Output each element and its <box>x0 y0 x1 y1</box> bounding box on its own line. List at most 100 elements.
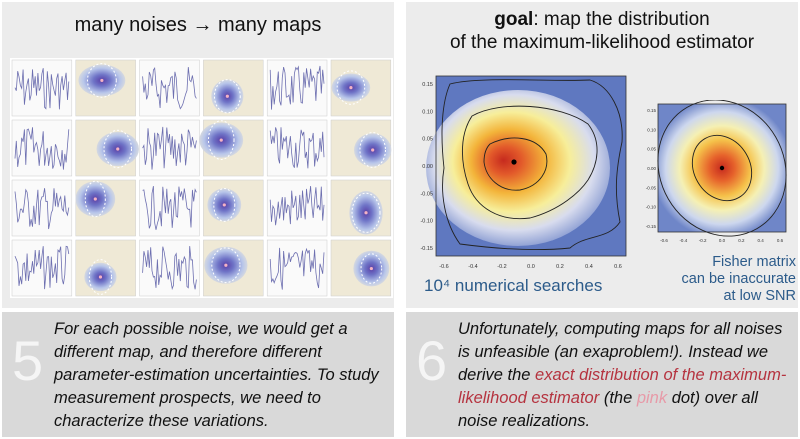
noise-trace <box>269 65 325 110</box>
caption-right-part2: (the <box>599 389 637 407</box>
title-line2: of the maximum-likelihood estimator <box>449 32 755 53</box>
best-fit-dot <box>511 159 517 165</box>
likelihood-map-dot <box>225 94 229 98</box>
likelihood-map-contour <box>213 79 241 114</box>
likelihood-map-dot <box>364 211 368 215</box>
likelihood-map-dot <box>93 197 97 201</box>
caption-right-part3: dot) over all noise realizations. <box>458 389 758 430</box>
noise-trace <box>14 127 70 170</box>
noise-trace <box>142 66 197 110</box>
noise-trace-frame <box>266 239 328 297</box>
noise-trace-frame <box>139 119 200 177</box>
likelihood-map-dot <box>371 148 375 152</box>
caption-left-text: For each possible noise, we would get a … <box>54 320 379 430</box>
noise-trace <box>14 68 70 110</box>
caption-right-text: Unfortunately, computing maps for all no… <box>458 318 796 433</box>
caption-right: 6 Unfortunately, computing maps for all … <box>406 312 798 437</box>
axis-tick-label: -0.15 <box>646 224 657 229</box>
likelihood-map-dot <box>222 203 226 207</box>
axis-tick-label: -0.05 <box>420 191 433 197</box>
likelihood-map-dot <box>369 266 373 271</box>
likelihood-map-dot <box>349 86 353 90</box>
small-outer-contour <box>657 100 787 237</box>
axis-tick-label: -0.4 <box>468 264 477 270</box>
noise-trace-frame <box>11 179 73 237</box>
outer-contour <box>441 79 623 251</box>
noise-trace <box>142 126 197 170</box>
axis-tick-label: 0.15 <box>647 108 656 113</box>
axis-tick-label: -0.2 <box>497 264 506 270</box>
noise-trace-frame <box>139 59 200 117</box>
left-panel: many noises → many maps <box>2 2 394 308</box>
middle-contour <box>461 105 598 220</box>
caption-left-number: 5 <box>12 329 44 392</box>
axis-tick-label: -0.6 <box>439 264 448 270</box>
noise-map-grid <box>10 58 393 298</box>
noise-trace <box>14 245 70 290</box>
axis-tick-label: 0.05 <box>647 147 656 152</box>
likelihood-map-dot <box>224 263 228 267</box>
noise-trace <box>269 185 325 226</box>
fisher-matrix-note: Fisher matrix can be inaccurate at low S… <box>646 254 796 305</box>
axis-tick-label: 0.2 <box>556 264 564 270</box>
inner-contour <box>483 137 548 191</box>
axis-tick-label: 0.05 <box>422 137 433 143</box>
axis-tick-label: 0.6 <box>614 264 622 270</box>
likelihood-map-contour <box>336 70 366 105</box>
likelihood-map-contour <box>351 192 381 233</box>
axis-tick-label: -0.4 <box>679 238 687 243</box>
likelihood-map-contour <box>359 132 386 168</box>
axis-tick-label: -0.2 <box>699 238 707 243</box>
fisher-line-1: Fisher matrix <box>712 254 796 270</box>
likelihood-map-dot <box>98 275 103 279</box>
axis-tick-label: -0.15 <box>420 246 433 252</box>
axis-tick-label: 0.00 <box>422 164 433 170</box>
axis-tick-label: 0.6 <box>777 238 784 243</box>
axis-tick-label: 0.0 <box>719 238 726 243</box>
caption-left: 5 For each possible noise, we would get … <box>2 312 394 437</box>
caption-right-pink: pink <box>636 389 668 407</box>
noise-trace-frame <box>139 179 200 237</box>
caption-right-accent: exact distribution of the maximum-likeli… <box>458 366 787 407</box>
axis-tick-label: -0.10 <box>420 219 433 225</box>
axis-tick-label: 0.4 <box>585 264 593 270</box>
big-map-heat <box>426 90 610 246</box>
axis-tick-label: 0.2 <box>738 238 745 243</box>
numerical-searches-label: 10⁴ numerical searches <box>424 276 603 295</box>
noise-map-grid-graphic <box>11 59 392 297</box>
noise-trace <box>142 246 197 291</box>
axis-tick-label: 0.4 <box>758 238 765 243</box>
axis-tick-label: 0.15 <box>422 82 433 88</box>
likelihood-map-dot <box>219 138 223 142</box>
noise-trace <box>14 188 70 230</box>
title-rest: : map the distribution <box>533 9 710 30</box>
fisher-line-3: at low SNR <box>723 288 796 304</box>
likelihood-map-contour <box>88 259 113 295</box>
noise-trace <box>269 127 325 169</box>
likelihood-map-contour <box>84 180 106 218</box>
noise-trace-frame <box>11 239 73 297</box>
title-goal: goal <box>494 9 534 30</box>
noise-trace-frame <box>11 119 73 177</box>
noise-trace-frame <box>139 239 200 297</box>
axis-tick-label: 0.00 <box>647 166 656 171</box>
axis-tick-label: -0.6 <box>660 238 668 243</box>
noise-trace-frame <box>266 59 328 117</box>
likelihood-map-contour <box>207 120 235 160</box>
axis-tick-label: -0.05 <box>646 185 657 190</box>
likelihood-map-dot <box>100 78 104 83</box>
likelihood-map-dot <box>116 147 120 151</box>
likelihood-map-contour <box>86 63 117 98</box>
big-map-frame <box>435 75 627 257</box>
fisher-matrix-map: -0.6 -0.4 -0.2 0.0 0.2 0.4 0.6 0.15 0.10 0.05 0.0… <box>646 100 787 243</box>
right-panel-title: goal: map the distribution of the maximu… <box>406 8 798 54</box>
axis-tick-label: 0.10 <box>647 127 656 132</box>
right-panel: goal: map the distribution of the maximu… <box>406 2 798 308</box>
axis-tick-label: -0.10 <box>646 205 657 210</box>
fisher-line-2: can be inaccurate <box>681 271 796 287</box>
small-center-dot <box>719 165 725 171</box>
caption-right-part1: Unfortunately, computing maps for all no… <box>458 320 783 384</box>
noise-trace <box>142 186 197 230</box>
noise-trace-frame <box>266 179 328 237</box>
noise-trace <box>269 247 325 290</box>
